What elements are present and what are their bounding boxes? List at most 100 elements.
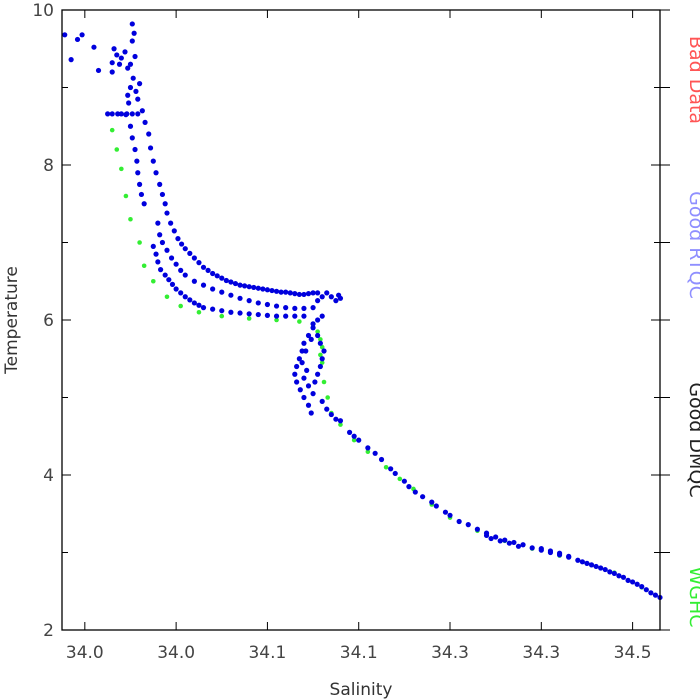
point-good-rtqc-55 <box>179 241 185 247</box>
point-good-rtqc-137 <box>333 298 339 304</box>
point-good-rtqc-70 <box>246 284 252 290</box>
point-good-rtqc-85 <box>315 290 321 296</box>
point-good-rtqc-51 <box>164 210 170 216</box>
point-good-rtqc-227 <box>634 581 640 587</box>
point-good-rtqc-170 <box>324 406 330 412</box>
point-good-rtqc-43 <box>142 119 148 125</box>
point-good-rtqc-209 <box>630 579 636 585</box>
point-good-rtqc-155 <box>305 383 312 389</box>
point-good-rtqc-122 <box>219 289 225 295</box>
point-good-rtqc-198 <box>529 545 535 551</box>
point-good-rtqc-57 <box>187 250 193 256</box>
point-good-rtqc-44 <box>146 131 152 137</box>
point-good-rtqc-2 <box>74 36 81 43</box>
point-good-rtqc-234 <box>488 535 494 542</box>
point-good-rtqc-86 <box>150 243 156 249</box>
point-good-rtqc-119 <box>191 278 197 284</box>
point-good-rtqc-104 <box>246 311 252 317</box>
point-wghc-16 <box>315 329 320 334</box>
point-good-rtqc-145 <box>299 348 305 354</box>
point-good-rtqc-228 <box>643 587 649 593</box>
point-good-rtqc-15 <box>131 30 137 36</box>
legend-entry-good-dmqc: Good DMQC <box>685 382 700 497</box>
point-good-rtqc-38 <box>125 92 131 98</box>
point-good-rtqc-223 <box>598 565 604 571</box>
point-good-rtqc-93 <box>173 286 179 292</box>
point-good-rtqc-111 <box>155 220 161 226</box>
point-good-rtqc-33 <box>115 111 121 117</box>
point-wghc-26 <box>365 449 371 455</box>
point-good-rtqc-149 <box>294 379 300 385</box>
point-good-rtqc-160 <box>319 356 325 362</box>
x-tick-label: 34.3 <box>522 643 560 663</box>
point-good-rtqc-42 <box>139 108 145 114</box>
point-good-rtqc-20 <box>133 88 139 94</box>
point-good-rtqc-143 <box>305 332 312 339</box>
point-good-rtqc-31 <box>105 111 111 117</box>
point-good-rtqc-32 <box>109 111 115 117</box>
point-good-rtqc-63 <box>214 273 220 279</box>
point-wghc-13 <box>274 317 279 323</box>
point-good-rtqc-205 <box>593 563 599 570</box>
point-good-rtqc-144 <box>301 340 307 346</box>
point-good-rtqc-73 <box>260 286 266 292</box>
point-good-rtqc-103 <box>237 310 243 316</box>
point-good-rtqc-80 <box>292 291 298 297</box>
point-good-rtqc-84 <box>310 290 316 296</box>
point-good-rtqc-136 <box>328 294 334 300</box>
point-good-rtqc-59 <box>196 260 202 266</box>
point-good-rtqc-78 <box>283 289 289 295</box>
data-points <box>62 21 663 601</box>
point-good-rtqc-189 <box>447 512 453 518</box>
point-good-rtqc-150 <box>297 387 303 393</box>
point-good-rtqc-146 <box>296 356 302 362</box>
point-good-rtqc-3 <box>79 32 85 38</box>
point-good-rtqc-72 <box>255 285 261 291</box>
point-good-rtqc-98 <box>196 302 202 308</box>
point-wghc-5 <box>137 240 142 245</box>
point-good-rtqc-50 <box>162 201 168 207</box>
point-wghc-6 <box>141 263 147 269</box>
point-good-rtqc-9 <box>114 52 120 58</box>
point-good-rtqc-158 <box>315 371 321 377</box>
point-good-rtqc-75 <box>269 287 275 294</box>
point-good-rtqc-99 <box>200 305 207 311</box>
point-good-rtqc-6 <box>109 69 115 75</box>
point-good-rtqc-17 <box>132 53 138 60</box>
point-wghc-25 <box>351 437 357 443</box>
point-good-rtqc-123 <box>228 292 234 298</box>
point-good-rtqc-152 <box>305 402 312 408</box>
point-good-rtqc-159 <box>317 363 323 370</box>
point-good-rtqc-67 <box>232 280 239 287</box>
point-good-rtqc-172 <box>333 416 339 422</box>
point-good-rtqc-1 <box>68 57 74 63</box>
point-good-rtqc-62 <box>210 270 216 277</box>
legend-entry-bad-data: Bad Data <box>685 36 700 124</box>
point-good-rtqc-220 <box>566 553 572 559</box>
point-good-rtqc-113 <box>159 239 166 246</box>
point-wghc-7 <box>151 278 156 284</box>
x-tick-label: 34.1 <box>248 643 286 663</box>
point-good-rtqc-233 <box>483 532 490 539</box>
point-good-rtqc-121 <box>210 286 216 292</box>
point-good-rtqc-194 <box>493 534 499 540</box>
point-wghc-2 <box>119 166 124 172</box>
point-good-rtqc-124 <box>237 295 243 301</box>
point-good-rtqc-153 <box>308 410 314 416</box>
point-good-rtqc-105 <box>255 311 261 318</box>
point-good-rtqc-176 <box>356 437 362 443</box>
point-good-rtqc-52 <box>168 220 174 226</box>
point-good-rtqc-88 <box>155 259 161 265</box>
y-tick-label: 10 <box>32 1 54 21</box>
point-good-rtqc-218 <box>547 548 554 554</box>
point-good-rtqc-141 <box>315 317 321 323</box>
point-good-rtqc-24 <box>129 135 135 141</box>
point-good-rtqc-101 <box>219 308 225 314</box>
x-tick-label: 34.3 <box>431 643 469 663</box>
point-good-rtqc-171 <box>328 411 334 418</box>
point-good-rtqc-83 <box>305 291 312 297</box>
point-good-rtqc-97 <box>191 300 197 306</box>
point-good-rtqc-192 <box>474 526 480 532</box>
point-good-rtqc-30 <box>141 201 147 207</box>
